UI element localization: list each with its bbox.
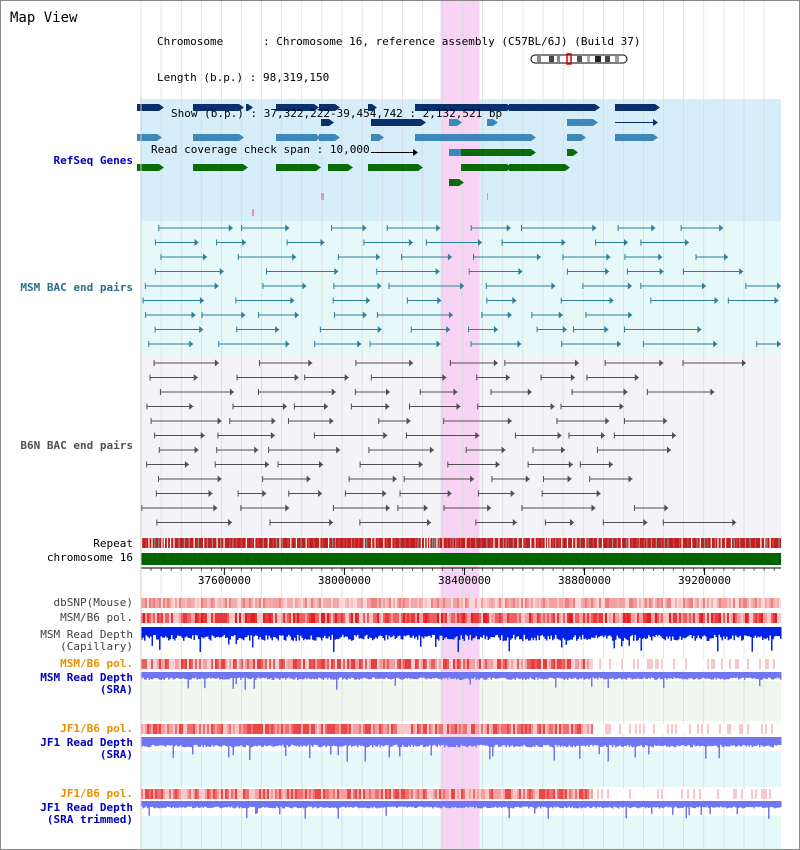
msm-read-depth-sra-track bbox=[141, 672, 782, 690]
axis-tick-label: 39200000 bbox=[678, 574, 731, 587]
track-label-dbsnp[interactable]: dbSNP(Mouse) bbox=[53, 596, 133, 609]
track-label-msm-read-depth-sra[interactable]: MSM Read Depth (SRA) bbox=[40, 671, 133, 696]
msm-b6-pol-2-track bbox=[141, 659, 781, 669]
jf1-b6-pol-1-track bbox=[141, 724, 781, 734]
track-label-refseq-genes[interactable]: RefSeq Genes bbox=[53, 154, 133, 167]
coordinate-axis: 37600000 38000000 38400000 38800000 39200000 bbox=[140, 567, 781, 587]
track-label-b6n-bac[interactable]: B6N BAC end pairs bbox=[20, 439, 133, 452]
track-label-jf1-b6-pol-2[interactable]: JF1/B6 pol. bbox=[60, 787, 133, 800]
region-info: Chromosome : Chromosome 16, reference as… bbox=[151, 12, 640, 180]
track-label-jf1-read-depth-sra[interactable]: JF1 Read Depth (SRA) bbox=[40, 736, 133, 761]
jf1-b6-pol-2-track bbox=[141, 789, 781, 799]
track-label-repeat[interactable]: Repeat bbox=[93, 537, 133, 550]
axis-tick-label: 38800000 bbox=[558, 574, 611, 587]
track-label-msm-b6-pol-1[interactable]: MSM/B6 pol. bbox=[60, 611, 133, 624]
b6n-bac-track bbox=[141, 359, 746, 526]
map-view-title: Map View bbox=[10, 10, 78, 26]
jf1-read-depth-trimmed-track bbox=[141, 801, 782, 819]
highlight-region bbox=[440, 1, 480, 849]
track-label-msm-read-depth-capillary[interactable]: MSM Read Depth (Capillary) bbox=[40, 628, 133, 653]
info-row-chromosome: Chromosome : Chromosome 16, reference as… bbox=[157, 35, 641, 48]
axis-tick-label: 37600000 bbox=[198, 574, 251, 587]
msm-b6-pol-1-track bbox=[141, 613, 781, 623]
repeat-track bbox=[141, 538, 781, 548]
refseq-gene-track bbox=[137, 104, 660, 216]
track-label-jf1-b6-pol-1[interactable]: JF1/B6 pol. bbox=[60, 722, 133, 735]
info-row-length: Length (b.p.) : 98,319,150 bbox=[157, 71, 330, 84]
track-label-chromosome[interactable]: chromosome 16 bbox=[46, 551, 133, 564]
msm-bac-track bbox=[142, 224, 781, 348]
track-label-msm-bac[interactable]: MSM BAC end pairs bbox=[20, 281, 133, 294]
msm-read-depth-capillary-track bbox=[141, 627, 782, 653]
chromosome-ideogram[interactable] bbox=[529, 53, 631, 65]
track-label-msm-b6-pol-2[interactable]: MSM/B6 pol. bbox=[60, 657, 133, 670]
info-row-coverage-span: Read coverage check span : 10,000 bbox=[151, 143, 370, 156]
axis-tick-label: 38400000 bbox=[438, 574, 491, 587]
track-label-jf1-read-depth-trimmed[interactable]: JF1 Read Depth (SRA trimmed) bbox=[40, 801, 133, 826]
axis-tick-label: 38000000 bbox=[318, 574, 371, 587]
chromosome-bar[interactable] bbox=[141, 553, 781, 565]
info-row-show: Show (b.p.) : 37,322,222-39,454,742 : 2,… bbox=[171, 107, 503, 120]
jf1-read-depth-sra-track bbox=[141, 737, 782, 762]
dbsnp-track bbox=[141, 598, 781, 608]
